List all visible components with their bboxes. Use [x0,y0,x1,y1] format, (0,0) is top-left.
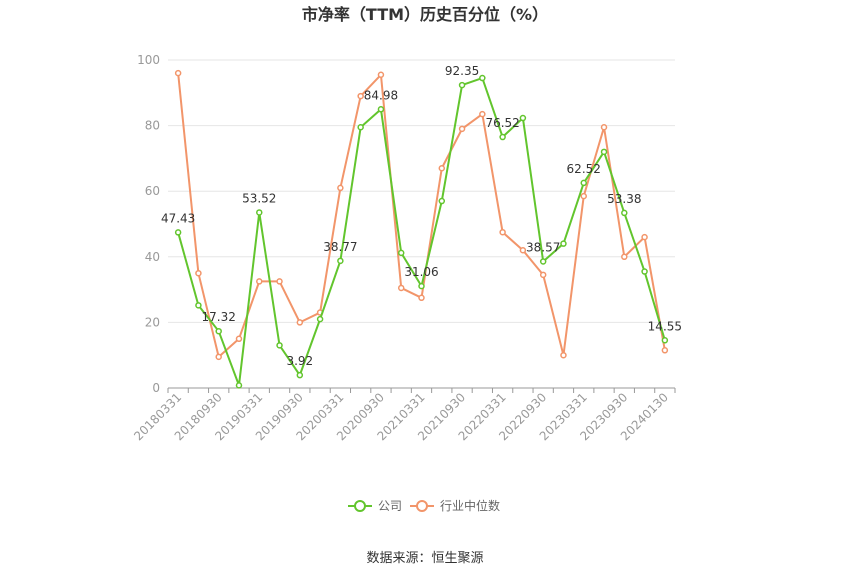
series-point-0 [580,179,587,187]
series-point-1 [195,269,202,277]
data-label: 92.35 [445,64,479,78]
series-point-0 [499,133,506,141]
series-point-1 [337,184,344,192]
series-point-1 [438,164,446,172]
data-label: 76.52 [485,116,519,130]
series-point-1 [458,125,466,133]
series-point-0 [519,114,527,122]
series-point-0 [641,268,648,275]
legend-item-0[interactable]: 公司 [348,499,402,513]
y-tick-label: 40 [145,250,160,264]
series-point-1 [256,278,263,285]
series-line-0 [177,77,666,387]
series-point-1 [580,192,587,200]
series-point-1 [418,294,425,302]
x-axis: 2018033120180930201903312019093020200331… [131,387,676,443]
y-tick-label: 60 [145,184,160,198]
series-point-1 [661,347,669,354]
legend[interactable]: 公司 行业中位数 [348,498,500,513]
series-point-1 [174,69,182,77]
series-point-1 [215,353,222,361]
series-point-0 [357,123,364,131]
series-point-0 [337,257,344,265]
y-axis-ticks: 0 20 40 60 80 100 [137,53,160,395]
series-layer [174,69,669,389]
series-point-0 [235,382,243,389]
series-point-1 [357,92,364,100]
series-point-0 [276,342,283,349]
series-point-0 [600,148,608,156]
data-label: 62.52 [567,162,601,176]
legend-marker [354,500,366,512]
series-line-1 [177,73,666,358]
series-point-0 [316,315,324,323]
series-point-1 [641,233,648,241]
legend-marker [416,500,428,512]
y-grid [168,59,675,323]
data-label: 38.57 [526,240,560,254]
series-point-0 [661,337,669,344]
data-label: 38.77 [323,240,357,254]
series-point-1 [600,123,608,131]
data-label: 17.32 [202,310,236,324]
legend-label: 行业中位数 [440,498,500,513]
series-point-1 [276,278,283,285]
y-tick-label: 80 [145,119,160,133]
y-tick-label: 100 [137,53,160,67]
series-point-0 [539,258,547,265]
series-point-1 [539,271,547,279]
source-note: 数据来源：恒生聚源 [366,551,483,566]
data-label: 47.43 [161,211,195,225]
series-point-0 [418,282,425,290]
data-label: 14.55 [648,319,682,333]
series-point-0 [560,240,567,247]
series-point-1 [499,228,506,236]
series-point-0 [296,371,304,379]
series-point-1 [479,110,486,118]
legend-label: 公司 [378,499,402,513]
series-point-0 [256,209,263,216]
series-point-0 [621,209,628,217]
data-label: 53.52 [242,191,276,205]
series-point-0 [397,249,405,257]
data-label: 84.98 [364,88,398,102]
y-tick-label: 20 [145,315,160,329]
series-point-1 [519,246,527,254]
series-point-0 [458,81,466,89]
series-point-0 [215,327,222,335]
series-point-0 [174,229,182,236]
series-point-0 [479,74,486,82]
data-label: 31.06 [404,265,438,279]
data-labels: 47.43 17.32 53.52 3.92 38.77 84.98 31.06 92.35 7… [161,64,682,368]
data-label: 53.38 [607,192,641,206]
series-point-1 [397,284,405,292]
chart-title: 市净率（TTM）历史百分位（%） [302,5,548,24]
series-point-1 [377,71,385,79]
series-point-1 [296,319,304,326]
legend-item-1[interactable]: 行业中位数 [410,498,500,513]
y-tick-label: 0 [152,381,160,395]
series-point-1 [560,351,567,359]
data-label: 3.92 [286,354,313,368]
series-point-0 [438,197,446,205]
series-point-1 [621,253,628,261]
series-point-0 [377,106,385,113]
series-point-0 [195,302,202,309]
series-point-1 [235,335,243,343]
